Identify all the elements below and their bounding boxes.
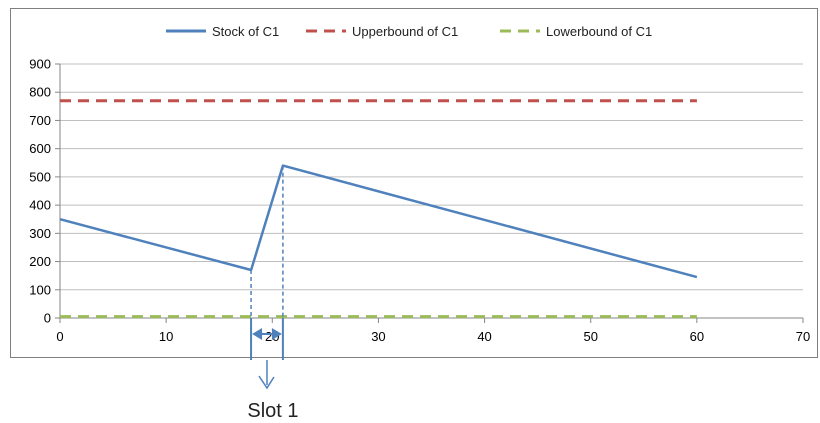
y-tick-label-700: 700 xyxy=(29,113,51,128)
x-tick-label-0: 0 xyxy=(56,329,63,344)
series-lines xyxy=(59,99,698,319)
y-tick-label-0: 0 xyxy=(44,311,51,326)
series-line-0 xyxy=(59,164,698,279)
x-tick-label-70: 70 xyxy=(796,329,810,344)
y-tick-label-900: 900 xyxy=(29,57,51,72)
gridlines xyxy=(60,63,803,291)
y-tick-label-200: 200 xyxy=(29,254,51,269)
x-tick-label-50: 50 xyxy=(583,329,597,344)
slot-pointer-head xyxy=(258,375,275,390)
y-tick-label-600: 600 xyxy=(29,141,51,156)
y-tick-label-800: 800 xyxy=(29,85,51,100)
x-tick-labels: 010203040506070 xyxy=(56,329,810,344)
slot-label: Slot 1 xyxy=(247,400,298,422)
slot-arrow-right-head xyxy=(271,328,282,340)
slot-annotation: Slot 1 xyxy=(247,165,299,422)
x-tick-label-30: 30 xyxy=(371,329,385,344)
y-tick-label-400: 400 xyxy=(29,198,51,213)
y-tick-label-500: 500 xyxy=(29,169,51,184)
legend: Stock of C1 Upperbound of C1 Lowerbound of… xyxy=(166,24,652,39)
y-tick-label-100: 100 xyxy=(29,282,51,297)
y-tick-label-300: 300 xyxy=(29,226,51,241)
chart-frame xyxy=(10,8,818,358)
legend-label-0: Stock of C1 xyxy=(212,24,279,39)
slot-arrow-left-head xyxy=(252,328,263,340)
legend-label-1: Upperbound of C1 xyxy=(352,24,458,39)
legend-label-2: Lowerbound of C1 xyxy=(546,24,652,39)
x-tick-label-40: 40 xyxy=(477,329,491,344)
y-tick-labels: 0 100 200 300 400 500 600 700 800 900 xyxy=(29,57,51,326)
x-tick-label-60: 60 xyxy=(690,329,704,344)
x-tick-label-10: 10 xyxy=(159,329,173,344)
axes xyxy=(55,63,804,323)
